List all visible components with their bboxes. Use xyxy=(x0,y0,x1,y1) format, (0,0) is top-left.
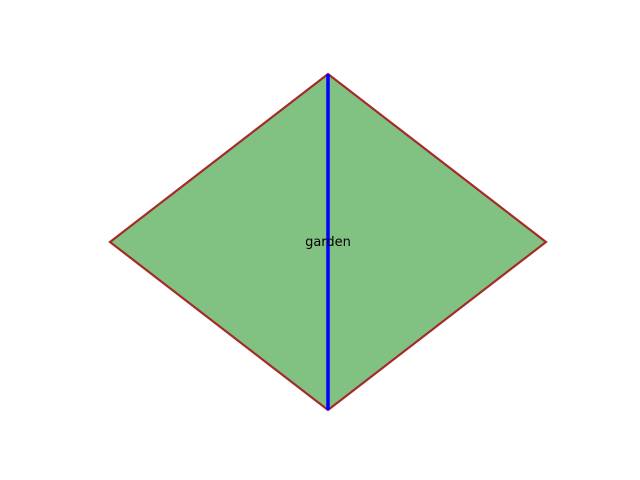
region-label: garden xyxy=(305,235,351,250)
